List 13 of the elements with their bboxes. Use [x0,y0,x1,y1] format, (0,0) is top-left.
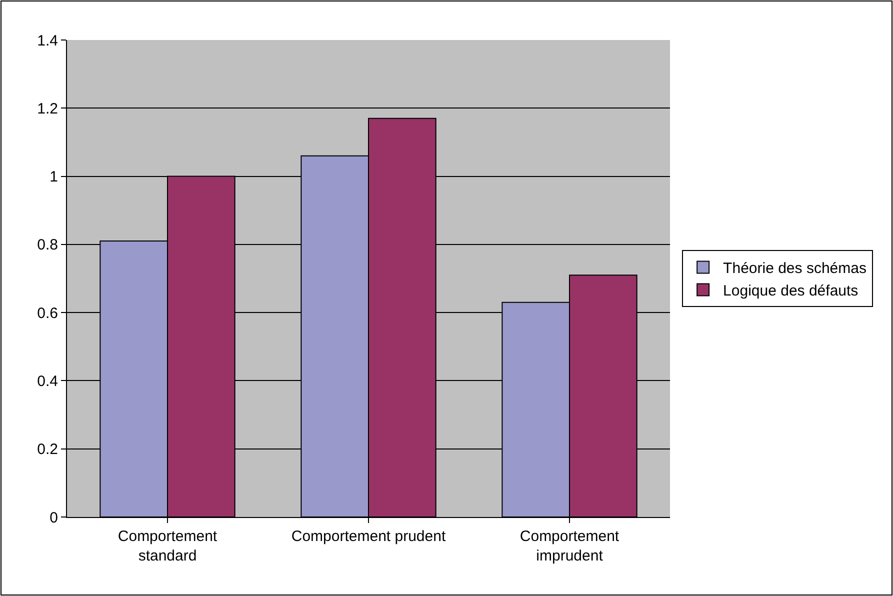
x-tick-label: Comportement prudent [291,528,446,545]
y-tick-label: 0.2 [37,441,58,458]
x-tick-label: Comportement standard [118,528,218,564]
y-tick-label: 0.6 [37,304,58,322]
x-tick-label: Comportement imprudent [520,528,620,564]
y-tick-label: 0 [50,509,58,526]
y-tick-label: 1 [50,168,58,186]
y-tick-label: 1.2 [37,100,58,118]
y-tick-label: 0.4 [37,372,58,390]
legend-label: Théorie des schémas [723,260,866,278]
legend-label: Logique des défauts [723,282,858,300]
y-tick-label: 0.8 [37,236,58,254]
y-tick-label: 1.4 [37,32,58,50]
